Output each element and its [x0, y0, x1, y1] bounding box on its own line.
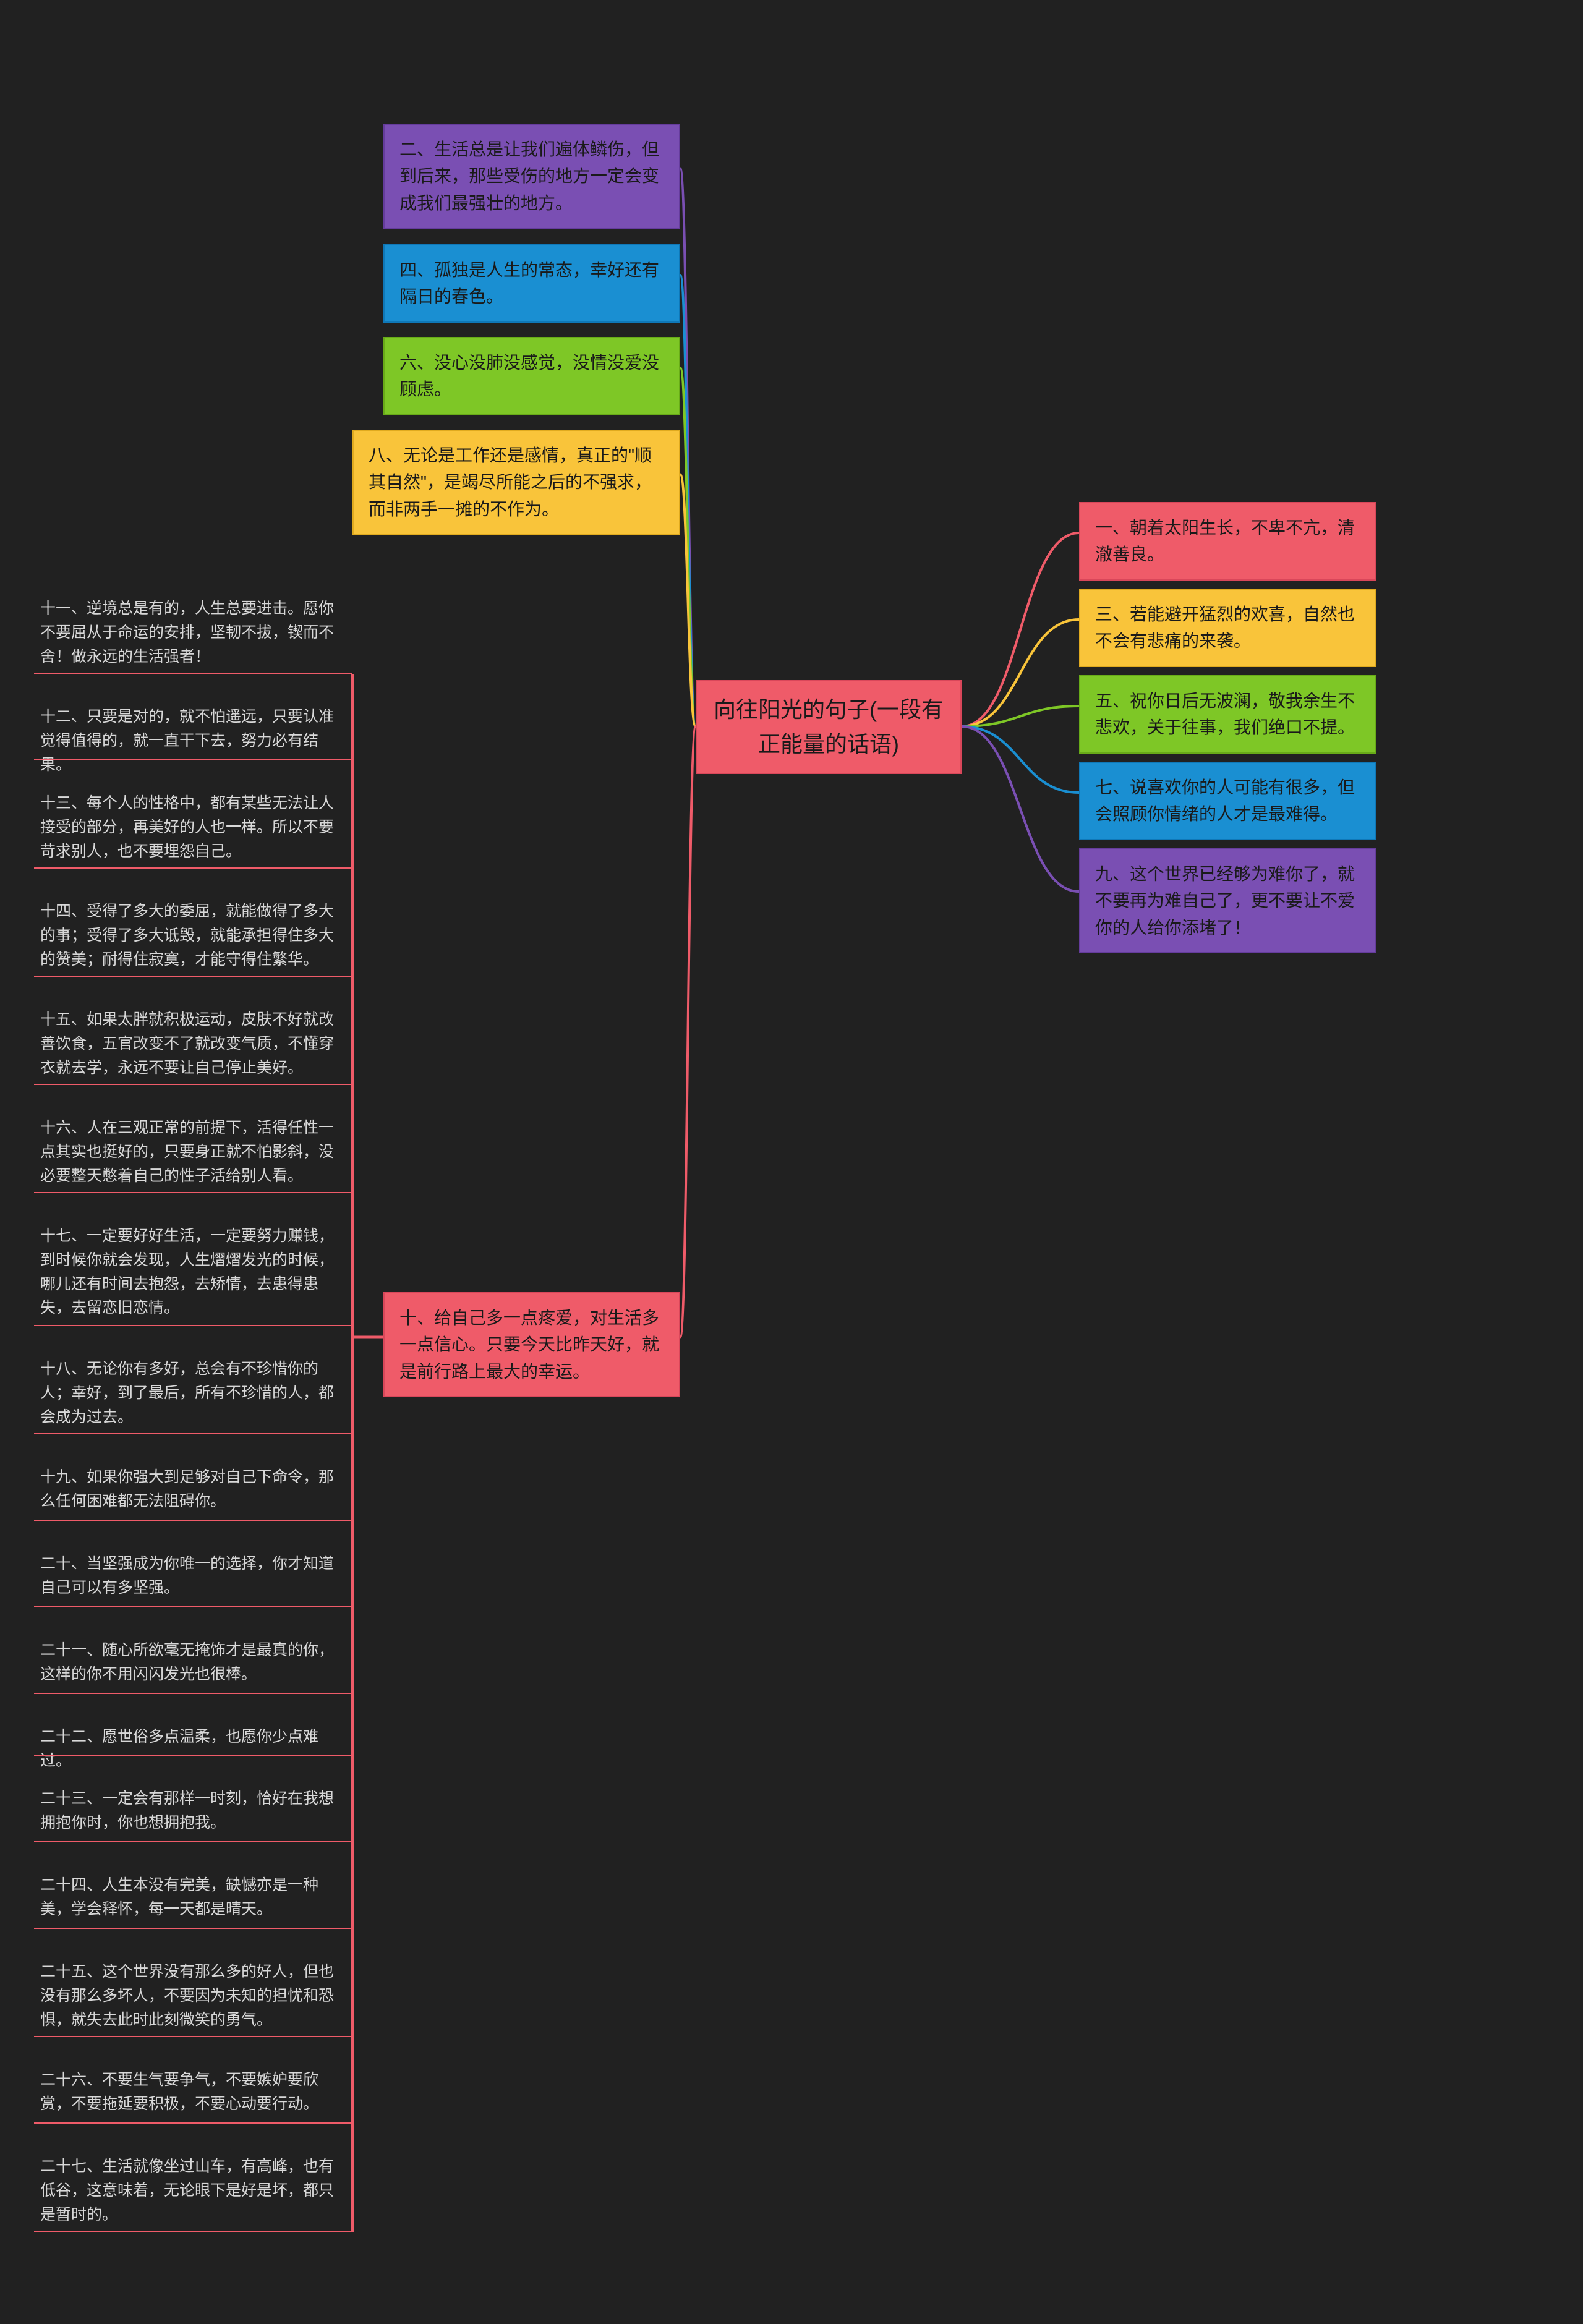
- mindmap-subnode[interactable]: 二十三、一定会有那样一时刻，恰好在我想拥抱你时，你也想拥抱我。: [34, 1774, 352, 1842]
- mindmap-subnode[interactable]: 二十七、生活就像坐过山车，有高峰，也有低谷，这意味着，无论眼下是好是坏，都只是暂…: [34, 2142, 352, 2232]
- subnode-underline: [34, 759, 352, 760]
- node-label: 九、这个世界已经够为难你了，就不要再为难自己了，更不要让不爱你的人给你添堵了！: [1095, 864, 1355, 937]
- mindmap-edge: [680, 275, 696, 726]
- mindmap-edge: [680, 368, 696, 726]
- subnode-underline: [34, 867, 352, 869]
- mindmap-edge: [962, 706, 1079, 726]
- mindmap-subnode[interactable]: 二十六、不要生气要争气，不要嫉妒要欣赏，不要拖延要积极，不要心动要行动。: [34, 2056, 352, 2124]
- subnode-label: 二十六、不要生气要争气，不要嫉妒要欣赏，不要拖延要积极，不要心动要行动。: [40, 2071, 318, 2113]
- node-label: 三、若能避开猛烈的欢喜，自然也不会有悲痛的来袭。: [1095, 605, 1355, 650]
- subnode-label: 十九、如果你强大到足够对自己下命令，那么任何困难都无法阻碍你。: [40, 1468, 334, 1510]
- mindmap-subnode[interactable]: 二十五、这个世界没有那么多的好人，但也没有那么多坏人，不要因为未知的担忧和恐惧，…: [34, 1947, 352, 2037]
- subnode-label: 十一、逆境总是有的，人生总要进击。愿你不要屈从于命运的安排，坚韧不拔，锲而不舍！…: [40, 600, 334, 665]
- subnode-label: 二十四、人生本没有完美，缺憾亦是一种美，学会释怀，每一天都是晴天。: [40, 1876, 318, 1918]
- subnode-underline: [34, 1520, 352, 1521]
- mindmap-edge: [962, 533, 1079, 726]
- mindmap-subnode[interactable]: 二十、当坚强成为你唯一的选择，你才知道自己可以有多坚强。: [34, 1539, 352, 1607]
- mindmap-subnode[interactable]: 十三、每个人的性格中，都有某些无法让人接受的部分，再美好的人也一样。所以不要苛求…: [34, 779, 352, 869]
- mindmap-node[interactable]: 八、无论是工作还是感情，真正的"顺其自然"，是竭尽所能之后的不强求，而非两手一摊…: [352, 430, 680, 535]
- subnode-underline: [34, 2231, 352, 2232]
- mindmap-subnode[interactable]: 二十一、随心所欲毫无掩饰才是最真的你，这样的你不用闪闪发光也很棒。: [34, 1626, 352, 1694]
- subnode-label: 十六、人在三观正常的前提下，活得任性一点其实也挺好的，只要身正就不怕影斜，没必要…: [40, 1119, 334, 1185]
- mindmap-node[interactable]: 三、若能避开猛烈的欢喜，自然也不会有悲痛的来袭。: [1079, 589, 1376, 667]
- subnode-underline: [34, 673, 352, 674]
- subnode-underline: [34, 2122, 352, 2124]
- subnode-label: 二十二、愿世俗多点温柔，也愿你少点难过。: [40, 1728, 318, 1769]
- mindmap-subnode[interactable]: 十八、无论你有多好，总会有不珍惜你的人；幸好，到了最后，所有不珍惜的人，都会成为…: [34, 1345, 352, 1434]
- subnode-label: 十八、无论你有多好，总会有不珍惜你的人；幸好，到了最后，所有不珍惜的人，都会成为…: [40, 1360, 334, 1426]
- subnode-underline: [34, 1755, 352, 1756]
- subnode-underline: [34, 1928, 352, 1929]
- subnode-underline: [34, 1693, 352, 1694]
- mindmap-node[interactable]: 六、没心没肺没感觉，没情没爱没顾虑。: [383, 337, 680, 415]
- mindmap-edge: [680, 169, 696, 727]
- subnode-underline: [34, 1084, 352, 1085]
- mindmap-canvas: 向往阳光的句子(一段有正能量的话语) 一、朝着太阳生长，不卑不亢，清澈善良。三、若…: [0, 0, 1583, 2324]
- mindmap-subnode[interactable]: 十一、逆境总是有的，人生总要进击。愿你不要屈从于命运的安排，坚韧不拔，锲而不舍！…: [34, 584, 352, 674]
- mindmap-edge: [680, 475, 696, 727]
- mindmap-node[interactable]: 二、生活总是让我们遍体鳞伤，但到后来，那些受伤的地方一定会变成我们最强壮的地方。: [383, 124, 680, 229]
- subnode-label: 十七、一定要好好生活，一定要努力赚钱，到时候你就会发现，人生熠熠发光的时候，哪儿…: [40, 1227, 334, 1316]
- node-label: 二、生活总是让我们遍体鳞伤，但到后来，那些受伤的地方一定会变成我们最强壮的地方。: [399, 140, 659, 213]
- subnode-underline: [34, 1433, 352, 1434]
- node-label: 一、朝着太阳生长，不卑不亢，清澈善良。: [1095, 518, 1355, 564]
- mindmap-node[interactable]: 九、这个世界已经够为难你了，就不要再为难自己了，更不要让不爱你的人给你添堵了！: [1079, 848, 1376, 953]
- subnode-underline: [34, 1325, 352, 1326]
- mindmap-subnode[interactable]: 十九、如果你强大到足够对自己下命令，那么任何困难都无法阻碍你。: [34, 1453, 352, 1521]
- subnode-underline: [34, 976, 352, 977]
- subnode-label: 十五、如果太胖就积极运动，皮肤不好就改善饮食，五官改变不了就改变气质，不懂穿衣就…: [40, 1011, 334, 1076]
- mindmap-edge: [962, 619, 1079, 726]
- mindmap-subnode[interactable]: 十五、如果太胖就积极运动，皮肤不好就改善饮食，五官改变不了就改变气质，不懂穿衣就…: [34, 995, 352, 1085]
- subnode-label: 二十、当坚强成为你唯一的选择，你才知道自己可以有多坚强。: [40, 1555, 334, 1596]
- mindmap-subnode[interactable]: 十二、只要是对的，就不怕遥远，只要认准觉得值得的，就一直干下去，努力必有结果。: [34, 692, 352, 760]
- node-label: 十、给自己多一点疼爱，对生活多一点信心。只要今天比昨天好，就是前行路上最大的幸运…: [399, 1308, 659, 1381]
- mindmap-node[interactable]: 一、朝着太阳生长，不卑不亢，清澈善良。: [1079, 502, 1376, 581]
- subnode-underline: [34, 2036, 352, 2037]
- subnode-label: 十四、受得了多大的委屈，就能做得了多大的事；受得了多大诋毁，就能承担得住多大的赞…: [40, 903, 334, 968]
- mindmap-edge: [680, 726, 696, 1337]
- mindmap-node[interactable]: 五、祝你日后无波澜，敬我余生不悲欢，关于往事，我们绝口不提。: [1079, 675, 1376, 754]
- subnode-label: 二十七、生活就像坐过山车，有高峰，也有低谷，这意味着，无论眼下是好是坏，都只是暂…: [40, 2158, 334, 2223]
- mindmap-node[interactable]: 向往阳光的句子(一段有正能量的话语): [696, 680, 962, 774]
- mindmap-subnode[interactable]: 十七、一定要好好生活，一定要努力赚钱，到时候你就会发现，人生熠熠发光的时候，哪儿…: [34, 1212, 352, 1326]
- subnode-underline: [34, 1192, 352, 1193]
- node-label: 六、没心没肺没感觉，没情没爱没顾虑。: [399, 353, 659, 399]
- node-label: 五、祝你日后无波澜，敬我余生不悲欢，关于往事，我们绝口不提。: [1095, 691, 1355, 737]
- mindmap-subnode[interactable]: 十六、人在三观正常的前提下，活得任性一点其实也挺好的，只要身正就不怕影斜，没必要…: [34, 1104, 352, 1193]
- mindmap-node[interactable]: 七、说喜欢你的人可能有很多，但会照顾你情绪的人才是最难得。: [1079, 762, 1376, 840]
- mindmap-node[interactable]: 十、给自己多一点疼爱，对生活多一点信心。只要今天比昨天好，就是前行路上最大的幸运…: [383, 1292, 680, 1397]
- node-label: 八、无论是工作还是感情，真正的"顺其自然"，是竭尽所能之后的不强求，而非两手一摊…: [369, 446, 652, 519]
- subnode-label: 十三、每个人的性格中，都有某些无法让人接受的部分，再美好的人也一样。所以不要苛求…: [40, 794, 334, 860]
- mindmap-edge: [962, 726, 1079, 892]
- subnode-label: 二十五、这个世界没有那么多的好人，但也没有那么多坏人，不要因为未知的担忧和恐惧，…: [40, 1963, 334, 2028]
- node-label: 七、说喜欢你的人可能有很多，但会照顾你情绪的人才是最难得。: [1095, 778, 1355, 824]
- node-label: 四、孤独是人生的常态，幸好还有隔日的春色。: [399, 260, 659, 306]
- mindmap-subnode[interactable]: 二十二、愿世俗多点温柔，也愿你少点难过。: [34, 1713, 352, 1756]
- mindmap-subnode[interactable]: 二十四、人生本没有完美，缺憾亦是一种美，学会释怀，每一天都是晴天。: [34, 1861, 352, 1929]
- node-label: 向往阳光的句子(一段有正能量的话语): [714, 697, 944, 757]
- subnode-label: 二十一、随心所欲毫无掩饰才是最真的你，这样的你不用闪闪发光也很棒。: [40, 1641, 334, 1683]
- mindmap-node[interactable]: 四、孤独是人生的常态，幸好还有隔日的春色。: [383, 244, 680, 323]
- mindmap-edge: [962, 726, 1079, 793]
- subnode-underline: [34, 1606, 352, 1607]
- subnode-label: 二十三、一定会有那样一时刻，恰好在我想拥抱你时，你也想拥抱我。: [40, 1790, 334, 1831]
- mindmap-subnode[interactable]: 十四、受得了多大的委屈，就能做得了多大的事；受得了多大诋毁，就能承担得住多大的赞…: [34, 887, 352, 977]
- subnode-underline: [34, 1841, 352, 1842]
- subnode-label: 十二、只要是对的，就不怕遥远，只要认准觉得值得的，就一直干下去，努力必有结果。: [40, 708, 334, 773]
